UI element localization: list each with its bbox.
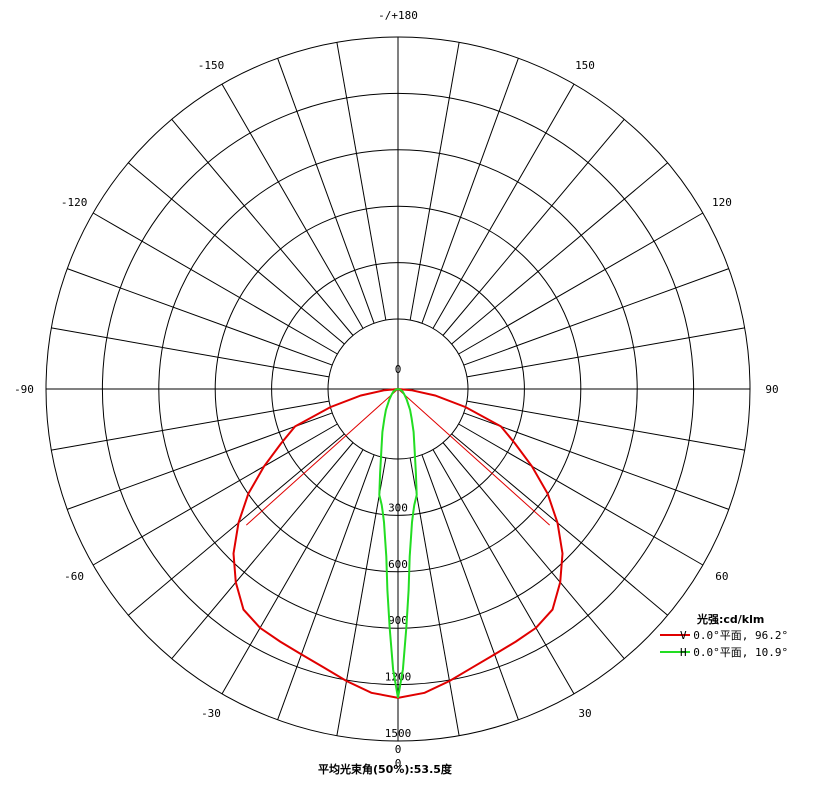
legend-label-v: V 0.0°平面, 96.2°	[680, 629, 788, 642]
series-h-curve	[378, 388, 418, 698]
angle-label: 120	[712, 196, 732, 209]
angle-label: -/+180	[378, 9, 418, 22]
grid-spoke	[458, 423, 704, 566]
grid-spoke	[463, 268, 729, 366]
beam-angle-footer: 平均光束角(50%):53.5度	[318, 762, 453, 776]
grid-spoke	[92, 423, 338, 566]
angle-label: -60	[64, 570, 84, 583]
beam-angle-line	[397, 388, 551, 526]
grid-spoke	[432, 83, 575, 329]
grid-spoke	[171, 442, 354, 659]
grid-spoke	[171, 119, 354, 336]
grid-spoke	[421, 58, 519, 324]
grid-spoke	[432, 449, 575, 695]
legend-title: 光强:cd/klm	[696, 612, 764, 626]
radial-tick-label: 1500	[385, 727, 412, 740]
grid-spoke	[442, 119, 625, 336]
grid-spoke	[221, 83, 364, 329]
radial-tick-label: 300	[388, 501, 408, 514]
radial-tick-label: 0	[395, 363, 402, 376]
angle-label: 0	[395, 757, 402, 770]
grid-spoke	[409, 42, 460, 321]
angle-label: 60	[715, 570, 728, 583]
grid-spoke	[409, 457, 460, 736]
legend: 光强:cd/klm V 0.0°平面, 96.2° H 0.0°平面, 10.9…	[660, 612, 788, 659]
grid-spoke	[442, 442, 625, 659]
radial-tick-label: 1200	[385, 671, 412, 684]
grid-spoke	[221, 449, 364, 695]
grid-spoke	[92, 212, 338, 355]
angle-label: -30	[201, 707, 221, 720]
grid-spoke	[277, 454, 375, 720]
radial-tick-label: 600	[388, 558, 408, 571]
angle-label: -150	[198, 59, 225, 72]
angle-label: 150	[575, 59, 595, 72]
grid-spoke	[463, 412, 729, 510]
grid-spoke	[458, 212, 704, 355]
grid-spoke	[466, 327, 745, 378]
series-curves	[232, 388, 564, 699]
radial-tick-label-outer: 0	[395, 743, 402, 756]
radial-tick-labels: 0 300 600 900 1200 1500 0	[385, 363, 412, 756]
legend-label-h: H 0.0°平面, 10.9°	[680, 646, 788, 659]
angle-label: -90	[14, 383, 34, 396]
grid-spoke	[466, 400, 745, 451]
grid-spoke	[451, 162, 668, 345]
grid-spoke	[51, 327, 330, 378]
grid-spoke	[67, 268, 333, 366]
angle-label: 30	[578, 707, 591, 720]
polar-grid	[45, 36, 751, 742]
grid-spoke	[451, 433, 668, 616]
grid-spoke	[128, 162, 345, 345]
beam-angle-line	[245, 388, 399, 526]
grid-spoke	[51, 400, 330, 451]
grid-spoke	[277, 58, 375, 324]
grid-spoke	[128, 433, 345, 616]
radial-tick-label: 900	[388, 614, 408, 627]
grid-spoke	[336, 42, 387, 321]
angle-label: -120	[61, 196, 88, 209]
grid-spoke	[67, 412, 333, 510]
grid-spoke	[336, 457, 387, 736]
grid-spoke	[421, 454, 519, 720]
angle-label: 90	[765, 383, 778, 396]
